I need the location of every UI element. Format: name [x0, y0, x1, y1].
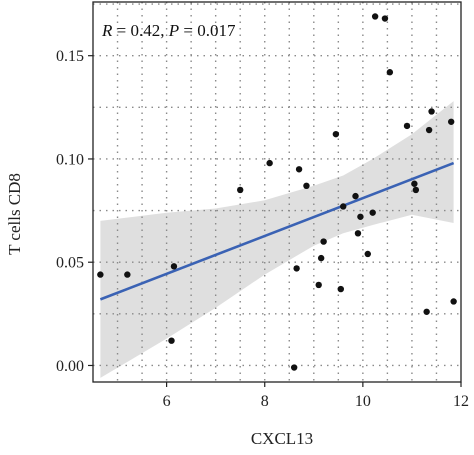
data-point — [428, 108, 435, 115]
data-point — [337, 285, 344, 293]
data-point — [381, 15, 389, 22]
data-point — [317, 254, 325, 262]
confidence-band-layer — [100, 101, 454, 378]
grid-layer — [93, 2, 461, 382]
data-point — [168, 337, 175, 344]
data-point — [354, 230, 362, 237]
x-tick-label: 8 — [261, 393, 269, 410]
plot-border — [92, 1, 462, 383]
y-axis-title: T cells CD8 — [5, 173, 24, 255]
x-tick-label: 12 — [453, 393, 469, 410]
y-tick-label: 0.00 — [56, 358, 84, 375]
data-point — [97, 271, 104, 278]
y-tick-label: 0.10 — [56, 151, 84, 168]
plot-frame — [92, 1, 462, 383]
data-point — [290, 364, 298, 371]
data-point — [340, 203, 347, 210]
confidence-band — [100, 101, 454, 378]
data-point — [295, 166, 303, 173]
data-point — [332, 130, 340, 138]
data-point — [293, 265, 300, 272]
x-tick-label: 10 — [355, 393, 371, 410]
x-axis-title: CXCL13 — [251, 429, 313, 448]
data-point — [352, 192, 359, 200]
data-point — [369, 209, 376, 216]
regression-line-layer — [99, 161, 455, 301]
data-point — [266, 159, 273, 167]
data-point — [170, 263, 178, 270]
data-point — [450, 298, 457, 305]
regression-line — [99, 161, 455, 301]
y-tick-label: 0.15 — [56, 48, 84, 65]
x-axis-ticks: 6 8 10 12 — [163, 382, 469, 410]
data-point — [371, 13, 379, 20]
data-point — [412, 186, 420, 194]
data-point — [357, 213, 364, 220]
data-point — [303, 182, 310, 190]
x-tick-label: 6 — [163, 393, 171, 410]
data-point — [320, 238, 327, 245]
data-point — [425, 126, 433, 134]
data-points-layer — [97, 13, 457, 371]
y-tick-label: 0.05 — [56, 255, 84, 272]
data-point — [423, 308, 430, 315]
y-axis-ticks: 0.00 0.05 0.10 0.15 — [56, 48, 93, 375]
data-point — [364, 250, 371, 258]
data-point — [124, 271, 131, 278]
data-point — [447, 118, 455, 125]
data-point — [237, 186, 244, 194]
data-point — [411, 180, 418, 187]
data-point — [315, 281, 322, 289]
data-point — [403, 122, 411, 130]
data-point — [386, 69, 394, 76]
correlation-annotation: R = 0.42, P = 0.017 — [101, 21, 236, 40]
